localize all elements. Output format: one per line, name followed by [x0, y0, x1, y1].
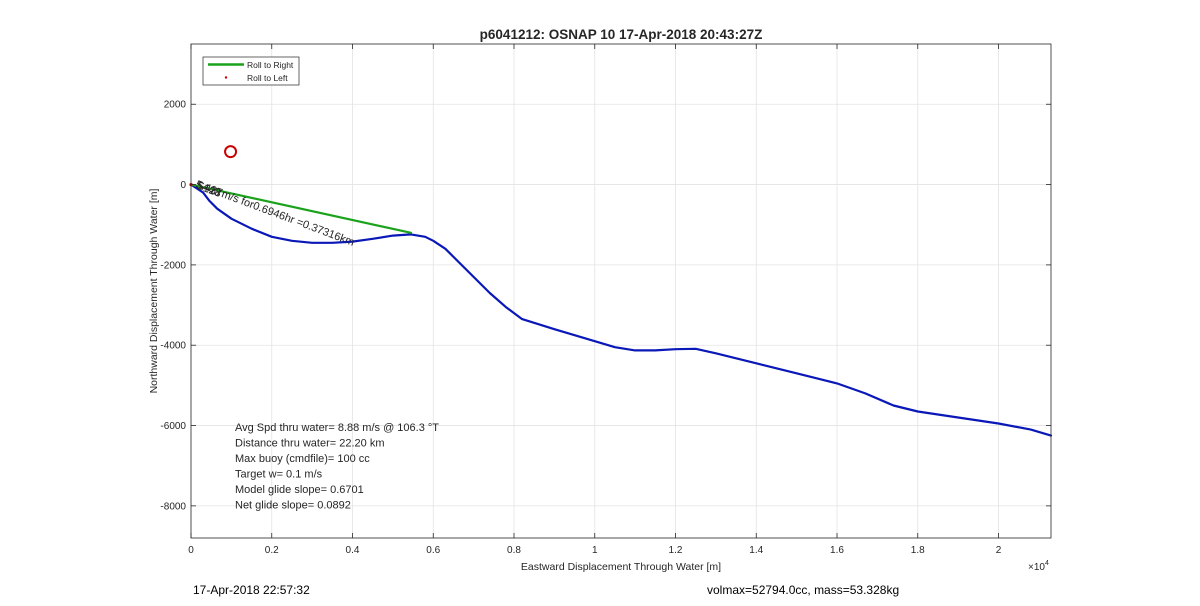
series-line-roll-right — [189, 183, 413, 234]
x-exponent-power: 4 — [1045, 560, 1049, 567]
x-tick-label: 0.4 — [346, 545, 360, 556]
plot-frame — [190, 43, 1052, 539]
series-line-track — [189, 183, 1053, 437]
grid — [190, 44, 1051, 538]
x-axis-label: Eastward Displacement Through Water [m] — [521, 561, 721, 573]
y-tick-label: 2000 — [164, 100, 187, 111]
y-tick-label: -8000 — [160, 501, 186, 512]
chart-title: p6041212: OSNAP 10 17-Apr-2018 20:43:27Z — [480, 27, 763, 42]
legend-dot-roll-left — [224, 76, 228, 79]
y-tick-label: -6000 — [160, 421, 186, 432]
x-tick-label: 1.8 — [911, 545, 925, 556]
x-tick-label: 1.2 — [669, 545, 683, 556]
x-axis: 0 0.2 0.4 0.6 0.8 1 1.2 1.4 1.6 1.8 2 — [188, 44, 1002, 556]
roll-left-marker — [224, 145, 238, 159]
x-exponent-base: ×10 — [1028, 562, 1045, 573]
footer-volmax-mass: volmax=52794.0cc, mass=53.328kg — [707, 583, 900, 597]
y-tick-label: -4000 — [160, 341, 186, 352]
stats-target-w: Target w= 0.1 m/s — [235, 469, 323, 481]
plot-area — [191, 44, 1051, 538]
x-tick-label: 2 — [996, 545, 1002, 556]
x-tick-label: 0 — [188, 545, 194, 556]
y-axis: 2000 0 -2000 -4000 -6000 -8000 — [160, 100, 1051, 512]
y-tick-label: 0 — [180, 180, 186, 191]
legend: Roll to Right Roll to Left — [202, 56, 300, 86]
x-tick-label: 1 — [592, 545, 598, 556]
series-layer — [189, 183, 1053, 437]
stats-avg-speed: Avg Spd thru water= 8.88 m/s @ 106.3 °T — [235, 422, 439, 434]
stats-net-glide: Net glide slope= 0.0892 — [235, 500, 351, 512]
x-tick-label: 1.4 — [749, 545, 763, 556]
stats-block: Avg Spd thru water= 8.88 m/s @ 106.3 °T … — [235, 422, 439, 512]
y-tick-label: -2000 — [160, 260, 186, 271]
legend-label-roll-left: Roll to Left — [247, 73, 288, 83]
x-tick-label: 0.6 — [426, 545, 440, 556]
legend-box — [202, 56, 300, 86]
legend-label-roll-right: Roll to Right — [247, 60, 294, 70]
footer-timestamp: 17-Apr-2018 22:57:32 — [193, 583, 310, 597]
x-tick-label: 0.8 — [507, 545, 521, 556]
x-tick-label: 0.2 — [265, 545, 279, 556]
x-exponent-label: ×104 — [1028, 560, 1049, 573]
stats-max-buoy: Max buoy (cmdfile)= 100 cc — [235, 453, 370, 465]
x-tick-label: 1.6 — [830, 545, 844, 556]
y-axis-label: Northward Displacement Through Water [m] — [148, 189, 160, 394]
stats-model-glide: Model glide slope= 0.6701 — [235, 484, 364, 496]
stats-distance: Distance thru water= 22.20 km — [235, 438, 385, 450]
